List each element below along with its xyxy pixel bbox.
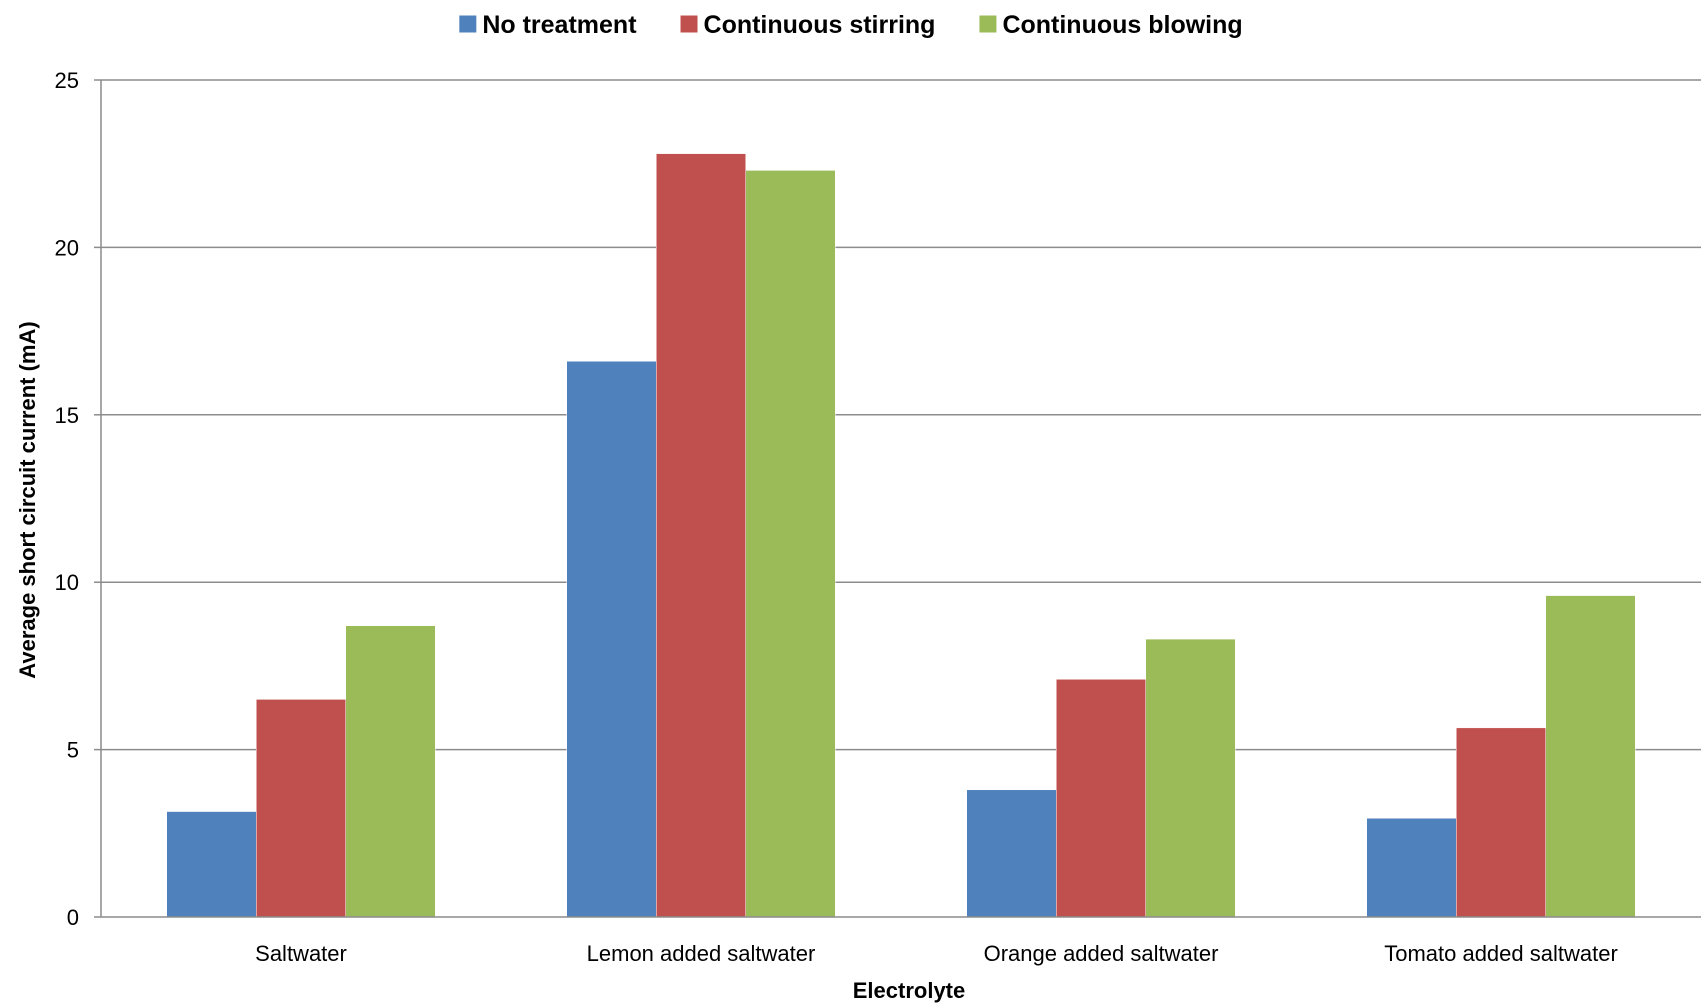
bar-continuous-stirring <box>1456 727 1546 918</box>
gridlines <box>101 79 1701 751</box>
y-tick-label: 5 <box>67 738 79 763</box>
bar-continuous-stirring <box>656 153 746 918</box>
y-tick-label: 10 <box>55 570 79 595</box>
y-tick-label: 20 <box>55 235 79 260</box>
bar-no-treatment <box>566 360 657 918</box>
bar-continuous-blowing <box>1145 638 1236 918</box>
legend: No treatment Continuous stirring Continuou… <box>459 11 1243 39</box>
bar-continuous-blowing <box>745 170 836 918</box>
bar-no-treatment <box>1366 817 1457 918</box>
legend-swatch-continuous-blowing <box>979 15 997 33</box>
y-tick-label: 15 <box>55 403 79 428</box>
legend-swatch-continuous-stirring <box>680 15 698 33</box>
legend-swatch-no-treatment <box>459 15 477 33</box>
bar-continuous-stirring <box>1056 679 1146 918</box>
bar-no-treatment <box>966 789 1057 918</box>
legend-label: Continuous blowing <box>1002 11 1242 39</box>
bar-continuous-blowing <box>345 625 436 918</box>
y-tick-label: 0 <box>67 905 79 930</box>
bars <box>166 153 1636 918</box>
bar-continuous-stirring <box>256 699 346 918</box>
y-tick-label: 25 <box>55 68 79 93</box>
x-tick-label: Saltwater <box>255 941 347 966</box>
legend-label: No treatment <box>482 11 637 39</box>
bar-continuous-blowing <box>1545 595 1636 918</box>
x-axis-title: Electrolyte <box>853 978 966 1003</box>
axes: 0 5 10 15 20 25 Saltwater Lemon added saltwater… <box>55 68 1701 966</box>
x-tick-label: Lemon added saltwater <box>587 941 816 966</box>
bar-no-treatment <box>166 811 257 918</box>
x-tick-label: Tomato added saltwater <box>1384 941 1618 966</box>
y-axis-title: Average short circuit current (mA) <box>15 321 40 678</box>
legend-label: Continuous stirring <box>704 11 936 39</box>
x-tick-label: Orange added saltwater <box>984 941 1219 966</box>
